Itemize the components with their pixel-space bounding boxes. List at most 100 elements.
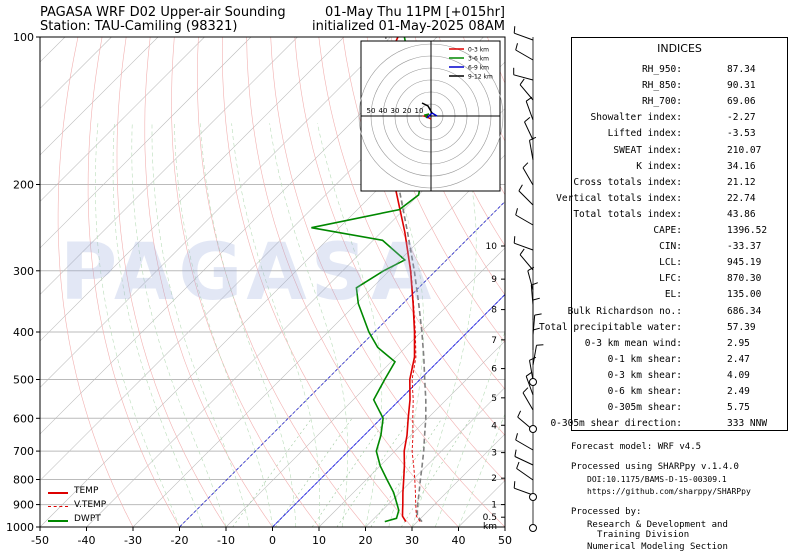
wind-barb-flag: [519, 78, 525, 85]
wind-barb-flag: [532, 327, 540, 331]
legend-label-dwpt: DWPT: [74, 514, 101, 524]
y-tick-label: 700: [13, 445, 34, 458]
division-line-2: Training Division: [597, 530, 690, 540]
index-label: CIN:: [659, 241, 682, 253]
hodograph-ring-label: 20: [403, 107, 412, 115]
index-row: LFC: 870.30: [572, 273, 787, 289]
index-row: SWEAT index: 210.07: [572, 145, 787, 161]
wind-barb: [513, 74, 534, 81]
wind-barb: [525, 376, 534, 396]
calm-wind-circle: [529, 378, 537, 386]
moist-adiabat: [131, 123, 227, 527]
isotherm-line: [365, 387, 505, 527]
index-value: 135.00: [727, 289, 762, 301]
height-tick-label: 1: [491, 501, 497, 511]
moist-adiabat: [151, 123, 250, 527]
x-tick-label: 10: [312, 534, 326, 547]
x-tick-label: -20: [171, 534, 189, 547]
y-tick-label: 200: [13, 179, 34, 192]
mixing-ratio-line: [370, 418, 443, 527]
index-label: Vertical totals index:: [556, 192, 682, 204]
calm-wind-circle: [529, 524, 537, 532]
height-tick-label: 0.5: [483, 513, 497, 523]
isotherm-line: [132, 154, 505, 527]
index-value: 945.19: [727, 257, 762, 269]
moist-adiabat: [317, 123, 383, 527]
index-value: 90.31: [727, 80, 756, 92]
index-value: 870.30: [727, 273, 762, 285]
index-label: RH_700:: [641, 96, 682, 108]
mixing-ratio-line: [401, 418, 471, 527]
dry-adiabat: [366, 37, 505, 344]
index-row: Total totals index: 43.86: [572, 209, 787, 225]
index-value: -3.53: [727, 128, 756, 140]
watermark-text: PAGASA: [60, 228, 436, 318]
dry-adiabat: [222, 37, 413, 527]
index-row: 0-3 km mean wind: 2.95: [572, 338, 787, 354]
dry-adiabat: [171, 37, 320, 527]
wind-barb-flag: [516, 461, 520, 469]
height-tick-label: 9: [491, 275, 497, 285]
isotherm-line: [0, 37, 19, 537]
index-row: CIN: -33.37: [572, 241, 787, 257]
division-line-1: Research & Development and: [587, 520, 728, 530]
reference-isotherm: [178, 200, 505, 527]
index-row: RH_950: 87.34: [572, 64, 787, 80]
x-tick-label: -30: [124, 534, 142, 547]
dry-adiabat: [197, 37, 366, 527]
wind-barb-flag: [527, 266, 535, 272]
index-value: 2.95: [727, 337, 750, 349]
hodograph-trace-3-6km: [423, 113, 430, 119]
wind-barb-flag: [534, 313, 542, 316]
mixing-ratio-line: [275, 418, 353, 527]
sharppy-url: https://github.com/sharppy/SHARPpy: [587, 487, 751, 496]
x-tick-label: 0: [269, 534, 276, 547]
index-label: 0-3 km shear:: [607, 369, 682, 381]
index-label: 0-305m shear:: [607, 402, 682, 414]
moist-adiabat: [174, 123, 273, 527]
height-unit-label: km: [483, 522, 497, 532]
index-label: K index:: [636, 160, 682, 172]
isotherm-line: [40, 37, 66, 63]
legend-label-vtemp: V.TEMP: [74, 500, 107, 510]
wind-barb-flag: [513, 481, 516, 489]
index-label: RH_850:: [641, 80, 682, 92]
valid-time: 01-May Thu 11PM [+015hr]: [325, 5, 505, 20]
wind-barb: [524, 121, 534, 141]
hodograph-legend-label: 9-12 km: [468, 74, 493, 81]
indices-title: INDICES: [657, 42, 702, 55]
dry-adiabat: [246, 37, 459, 527]
wind-barb-flag: [513, 236, 516, 244]
y-tick-label: 500: [13, 373, 34, 386]
isotherm-line: [40, 37, 159, 156]
index-label: Lifted index:: [607, 128, 682, 140]
moist-adiabat: [458, 413, 505, 527]
wind-barb: [516, 468, 534, 481]
index-label: Total totals index:: [573, 208, 682, 220]
forecast-model: Forecast model: WRF v4.5: [571, 442, 702, 452]
init-time: initialized 01-May-2025 08AM: [311, 19, 505, 34]
calm-wind-circle: [529, 493, 537, 501]
index-label: LCL:: [659, 257, 682, 269]
wind-barb: [529, 140, 534, 161]
index-value: 2.47: [727, 353, 750, 365]
dry-adiabat: [144, 37, 273, 527]
index-row: 0-3 km shear: 4.09: [572, 370, 787, 386]
wind-barb: [514, 487, 534, 496]
y-tick-label: 800: [13, 474, 34, 487]
height-tick-label: 2: [491, 474, 497, 484]
x-tick-label: -40: [78, 534, 96, 547]
index-label: 0-6 km shear:: [607, 386, 682, 397]
y-tick-label: 900: [13, 499, 34, 512]
index-label: Total precipitable water:: [539, 321, 682, 333]
index-row: CAPE: 1396.52: [572, 225, 787, 241]
indices-panel: INDICES RH_950: 87.34 RH_850: 90.31 RH_700: 6…: [539, 37, 788, 431]
wind-barb: [518, 190, 534, 206]
dry-adiabat: [116, 37, 227, 527]
wind-barb-flag: [525, 371, 533, 377]
isotherm-line: [40, 37, 205, 202]
wind-barb-flag: [515, 43, 518, 51]
hodograph-legend-label: 0-3 km: [468, 47, 489, 54]
height-tick-label: 6: [491, 365, 497, 375]
wind-barb-flag: [536, 344, 544, 346]
